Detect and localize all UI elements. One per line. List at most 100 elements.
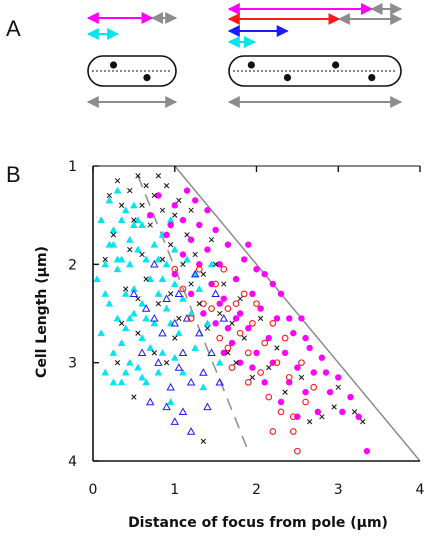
data-point-red-circle	[208, 305, 215, 312]
data-point-cyan-triangle	[170, 353, 179, 361]
data-point-magenta-circle	[286, 315, 293, 322]
data-point-blue-triangle	[174, 363, 184, 371]
data-point-cyan-triangle	[162, 304, 171, 312]
data-point-magenta-circle	[191, 197, 199, 204]
data-point-cyan-triangle	[101, 289, 110, 297]
data-point-red-circle	[298, 359, 305, 367]
data-point-cyan-triangle	[154, 289, 163, 297]
data-point-magenta-circle	[216, 300, 223, 307]
data-point-magenta-circle	[196, 261, 203, 268]
data-point-cyan-triangle	[101, 368, 110, 376]
x-tick-label: 0	[89, 482, 98, 498]
data-point-magenta-circle	[273, 315, 281, 322]
data-point-magenta-circle	[302, 388, 309, 396]
data-point-cyan-triangle	[154, 368, 163, 376]
data-point-cross	[143, 276, 149, 282]
x-tick-label: 4	[416, 482, 425, 498]
data-point-red-circle	[236, 329, 244, 337]
data-point-cyan-triangle	[113, 265, 122, 273]
data-point-cyan-triangle	[199, 383, 208, 391]
data-point-magenta-circle	[253, 349, 260, 357]
data-point-cross	[176, 315, 182, 322]
data-point-cyan-triangle	[113, 186, 122, 194]
data-point-cross	[204, 325, 211, 331]
data-point-magenta-circle	[163, 231, 170, 239]
data-point-cross	[131, 394, 137, 400]
data-point-cross	[225, 350, 231, 356]
data-point-blue-triangle	[207, 348, 216, 357]
scatter-chart: 0 1 2 3 4 1 2 3 4 Distance of focus from pole (µ…	[34, 159, 425, 531]
data-point-blue-triangle	[215, 377, 224, 386]
data-point-cyan-triangle	[179, 368, 187, 376]
data-point-blue-triangle	[211, 289, 220, 298]
data-point-red-circle	[224, 344, 232, 352]
x-tick-label: 3	[334, 482, 343, 498]
y-tick-label: 4	[68, 454, 77, 470]
data-point-red-circle	[244, 349, 252, 357]
data-point-magenta-circle	[200, 310, 207, 317]
data-point-cyan-triangle	[117, 378, 126, 386]
data-point-blue-triangle	[170, 417, 179, 425]
data-point-red-circle	[195, 265, 203, 273]
data-point-cyan-triangle	[125, 358, 134, 366]
data-point-magenta-circle	[339, 408, 346, 416]
tick-labels: 0 1 2 3 4 1 2 3 4	[68, 159, 424, 498]
data-point-cross	[114, 178, 121, 184]
data-point-red-circle	[253, 300, 260, 308]
data-point-blue-triangle	[219, 313, 229, 322]
data-point-cyan-triangle	[130, 221, 138, 228]
series-red	[171, 265, 318, 455]
data-point-cyan-triangle	[93, 275, 101, 283]
data-point-blue-triangle	[195, 328, 204, 337]
data-point-cross	[147, 222, 153, 228]
data-point-cross	[233, 360, 239, 366]
data-point-blue-triangle	[145, 397, 155, 406]
data-point-cyan-triangle	[146, 275, 155, 283]
data-point-cyan-triangle	[109, 378, 118, 386]
x-axis-title: Distance of focus from pole (µm)	[128, 515, 388, 531]
cell-outline	[228, 55, 402, 87]
chart-axes	[92, 165, 421, 462]
data-point-blue-triangle	[141, 304, 151, 312]
data-point-blue-triangle	[154, 358, 163, 366]
data-point-magenta-circle	[286, 379, 293, 386]
data-point-red-circle	[232, 300, 240, 308]
data-point-blue-triangle	[190, 269, 200, 278]
data-point-cyan-triangle	[109, 348, 118, 356]
data-point-magenta-circle	[294, 364, 301, 371]
data-point-magenta-circle	[310, 369, 317, 376]
data-point-red-circle	[249, 319, 256, 327]
data-point-cross	[127, 187, 133, 194]
data-point-cross	[212, 261, 219, 267]
data-point-cyan-triangle	[138, 373, 146, 381]
data-point-cross	[155, 301, 162, 307]
data-point-blue-triangle	[129, 289, 139, 298]
data-point-blue-triangle	[199, 368, 208, 376]
schematic-panel-a	[86, 3, 403, 108]
data-point-red-circle	[257, 369, 264, 376]
y-axis-title: Cell Length (µm)	[34, 246, 50, 378]
data-point-cyan-triangle	[179, 294, 187, 302]
data-point-red-circle	[265, 393, 273, 401]
data-point-cross	[351, 409, 358, 415]
data-point-magenta-circle	[245, 325, 252, 332]
data-point-red-circle	[281, 334, 289, 342]
data-point-cross	[151, 350, 157, 356]
data-point-red-circle	[220, 265, 228, 273]
data-point-red-circle	[179, 285, 187, 293]
data-point-magenta-circle	[245, 241, 252, 248]
data-point-cross	[282, 389, 288, 395]
data-point-cyan-triangle	[130, 201, 138, 209]
data-point-blue-triangle	[158, 328, 167, 337]
data-point-cyan-triangle	[146, 344, 155, 351]
data-point-magenta-circle	[167, 221, 174, 229]
data-point-cross	[274, 345, 280, 351]
data-point-cyan-triangle	[170, 245, 179, 253]
data-point-cyan-triangle	[183, 255, 191, 263]
data-point-magenta-circle	[147, 211, 154, 219]
data-point-magenta-circle	[224, 325, 232, 332]
data-point-magenta-circle	[232, 315, 240, 322]
data-point-blue-triangle	[137, 348, 147, 357]
data-point-magenta-circle	[196, 221, 203, 229]
data-point-magenta-circle	[228, 339, 236, 347]
